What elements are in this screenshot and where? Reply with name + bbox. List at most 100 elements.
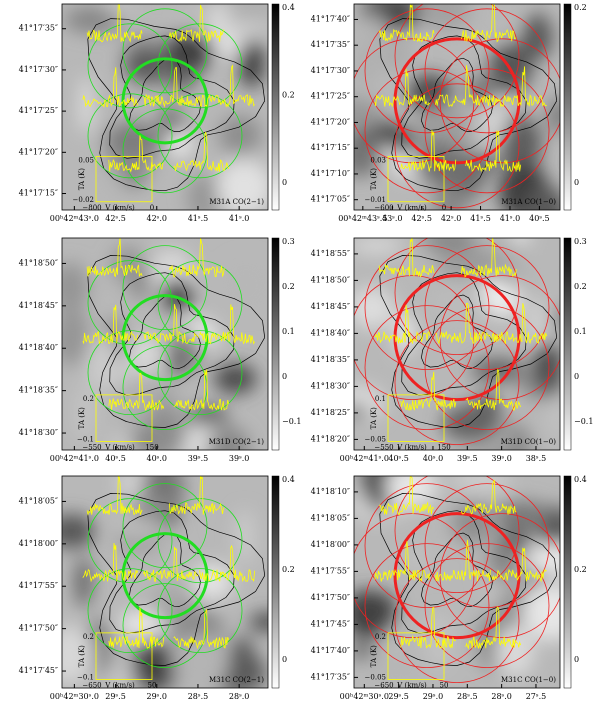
beam-circle [364, 8, 490, 134]
colorbar-label: −0.1 [574, 417, 593, 426]
blob [217, 115, 262, 155]
map [354, 238, 560, 450]
blob [520, 238, 541, 267]
dec-label: 41°18′20″ [311, 434, 350, 443]
blob [62, 514, 95, 549]
inset-xmin: −600 [374, 204, 393, 212]
spectrum [86, 476, 143, 516]
spectrum [491, 66, 547, 108]
beam-circle [439, 38, 560, 164]
blob [354, 640, 374, 661]
blob [62, 262, 89, 312]
beam-circle [394, 83, 520, 209]
colorbar-label: 0.2 [574, 282, 587, 291]
inset-ymin: −0.05 [365, 674, 386, 682]
contour [379, 493, 558, 666]
colorbar-label: 0 [282, 372, 287, 381]
colorbar [271, 3, 280, 211]
spectrum [460, 4, 517, 43]
map [354, 476, 560, 688]
ra-label: 29ˢ.5 [388, 692, 409, 701]
spectrum [173, 608, 230, 650]
map [62, 238, 268, 450]
dec-label: 41°17′40″ [311, 14, 350, 23]
blob [417, 4, 472, 32]
blob [548, 396, 560, 440]
dec-label: 41°18′05″ [19, 496, 58, 505]
blob [213, 363, 257, 394]
beam-circle [87, 330, 173, 416]
blob [354, 98, 383, 134]
inset-ymax: 0.1 [375, 395, 386, 403]
panel: 0.03 −0.01−600 0 V (km/s) TA (K) M31A CO(1−0)… [311, 3, 587, 223]
dec-label: 41°17′55″ [19, 581, 58, 590]
inset-ymin: −0.05 [365, 436, 386, 444]
ra-label: 41ˢ.0 [500, 214, 521, 223]
inset-xmin: −650 [82, 682, 101, 690]
dec-label: 41°17′25″ [19, 106, 58, 115]
spectrum [435, 539, 491, 582]
spectrum [168, 476, 225, 515]
contour [87, 18, 266, 192]
blob [441, 404, 500, 442]
beam-circle [364, 305, 490, 431]
dec-label: 41°18′40″ [19, 343, 58, 352]
colorbar-label: 0.2 [574, 3, 587, 12]
blobs [62, 476, 268, 688]
spectrum [400, 371, 457, 411]
beam-circle [424, 543, 550, 669]
ra-label: 00ʰ42ᵐ41ˢ.0 [50, 454, 99, 463]
spectrum [168, 238, 225, 278]
blob [522, 582, 560, 641]
colorbar-label: 0 [282, 655, 287, 664]
dec-label: 41°18′00″ [19, 539, 58, 548]
dec-label: 41°18′30″ [19, 428, 58, 437]
panel: 0.05 −0.02−800 0 V (km/s) TA (K) M31A CO(2−1)… [19, 3, 295, 223]
frame [61, 475, 269, 689]
frame [353, 475, 561, 689]
inset-ymin: −0.1 [77, 436, 94, 444]
blob [354, 287, 395, 329]
inset-ylabel: TA (K) [370, 407, 378, 430]
ra-label: 40ˢ.5 [105, 454, 126, 463]
beam-circle [364, 483, 490, 609]
blob [187, 173, 221, 210]
dec-label: 41°17′35″ [311, 40, 350, 49]
ra-label: 38ˢ.5 [526, 454, 547, 463]
spectrum [400, 130, 457, 172]
ra-label: 42ˢ.0 [147, 214, 168, 223]
spectrum [173, 131, 230, 172]
ra-label: 41ˢ.5 [470, 214, 491, 223]
map [354, 4, 560, 210]
beam-circle [122, 483, 208, 569]
inset-xlabel: V (km/s) [396, 682, 427, 690]
contour [109, 272, 235, 396]
blob [97, 169, 125, 202]
beam-circle [394, 4, 520, 119]
spectrum [168, 4, 225, 44]
colorbar-label: 0.2 [282, 91, 295, 100]
colorbar-label: 0 [574, 178, 579, 187]
spectrum [143, 304, 199, 345]
spectrum [199, 544, 255, 583]
blob [408, 73, 453, 113]
blob [426, 612, 452, 670]
inset-ylabel: TA (K) [370, 645, 378, 668]
colorbar-label: 0.2 [574, 565, 587, 574]
blob [491, 242, 523, 266]
inset-ymin: −0.01 [365, 196, 386, 204]
blob [532, 341, 560, 394]
beam-circle-main [393, 37, 521, 165]
frame [61, 3, 269, 211]
blob [362, 12, 388, 66]
beam-circle [157, 93, 243, 179]
ra-label: 43ˢ.0 [382, 214, 403, 223]
ra-label: 41ˢ.0 [229, 214, 250, 223]
spectrum [465, 606, 522, 650]
dec-label: 41°17′55″ [311, 566, 350, 575]
spectrum [108, 372, 165, 411]
ra-label: 28ˢ.5 [188, 692, 209, 701]
blob [156, 579, 185, 606]
